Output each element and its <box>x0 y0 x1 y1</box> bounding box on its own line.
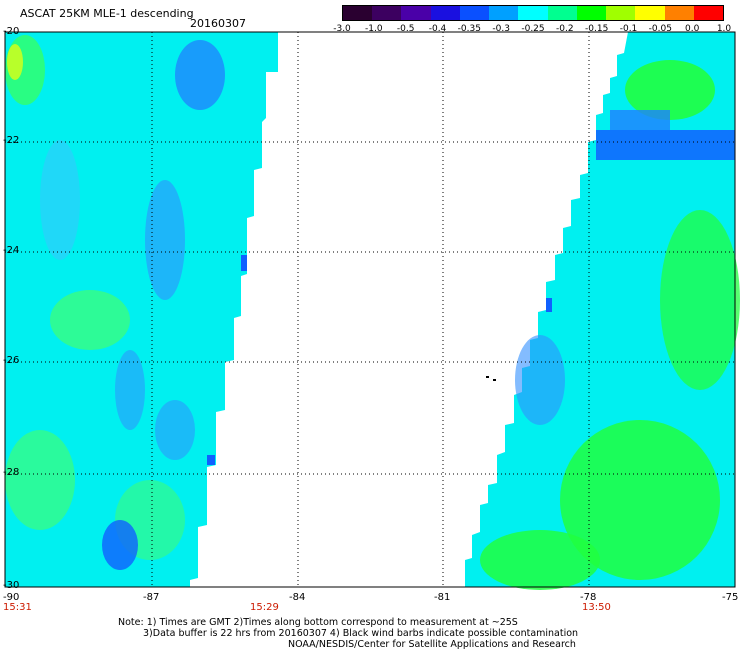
colorbar-segment <box>635 6 665 20</box>
colorbar-segment <box>430 6 460 20</box>
time-label: 15:31 <box>3 602 32 613</box>
lat-label: -20 <box>3 26 20 37</box>
lat-label: -30 <box>3 580 20 591</box>
colorbar-segment <box>606 6 636 20</box>
colorbar-segment <box>343 6 373 20</box>
time-label: 13:50 <box>582 602 611 613</box>
grid-lines <box>5 32 735 587</box>
colorbar-label: -0.2 <box>556 24 574 34</box>
note-line-1: Note: 1) Times are GMT 2)Times along bot… <box>118 617 518 628</box>
lon-label: -90 <box>3 592 20 603</box>
lat-label: -26 <box>3 355 20 366</box>
colorbar-label: -0.35 <box>457 24 481 34</box>
colorbar-label: -0.05 <box>648 24 672 34</box>
lon-label: -78 <box>580 592 597 603</box>
note-line-3: NOAA/NESDIS/Center for Satellite Applica… <box>288 639 576 650</box>
island-mark <box>486 376 489 378</box>
colorbar-segment <box>576 6 607 20</box>
lon-label: -75 <box>722 592 739 603</box>
colorbar <box>342 5 724 21</box>
colorbar-label: -0.15 <box>585 24 609 34</box>
time-label: 15:29 <box>250 602 279 613</box>
left-swath <box>5 32 278 587</box>
colorbar-label: -0.5 <box>396 24 415 34</box>
colorbar-segment <box>547 6 577 20</box>
colorbar-label: -1.0 <box>365 24 383 34</box>
lon-label: -87 <box>143 592 160 603</box>
colorbar-segment <box>518 6 548 20</box>
product-date: 20160307 <box>190 17 246 30</box>
colorbar-label: -0.4 <box>428 24 447 34</box>
colorbar-label: -0.25 <box>521 24 545 34</box>
lat-label: -24 <box>3 245 20 256</box>
colorbar-segment <box>693 6 724 20</box>
lon-label: -84 <box>289 592 306 603</box>
colorbar-segment <box>489 6 519 20</box>
colorbar-label: 0.0 <box>684 24 700 34</box>
colorbar-label: -3.0 <box>333 24 351 34</box>
colorbar-label: -0.1 <box>619 24 638 34</box>
right-swath <box>207 32 740 590</box>
colorbar-segment <box>401 6 431 20</box>
colorbar-segment <box>664 6 694 20</box>
colorbar-segment <box>372 6 402 20</box>
lat-label: -22 <box>3 135 20 146</box>
colorbar-label: 1.0 <box>716 24 732 34</box>
island-mark <box>493 379 496 381</box>
colorbar-segment <box>459 6 490 20</box>
lat-label: -28 <box>3 467 20 478</box>
product-title: ASCAT 25KM MLE-1 descending <box>20 7 194 20</box>
note-line-2: 3)Data buffer is 22 hrs from 20160307 4)… <box>143 628 579 639</box>
colorbar-label: -0.3 <box>492 24 510 34</box>
lon-label: -81 <box>434 592 451 603</box>
